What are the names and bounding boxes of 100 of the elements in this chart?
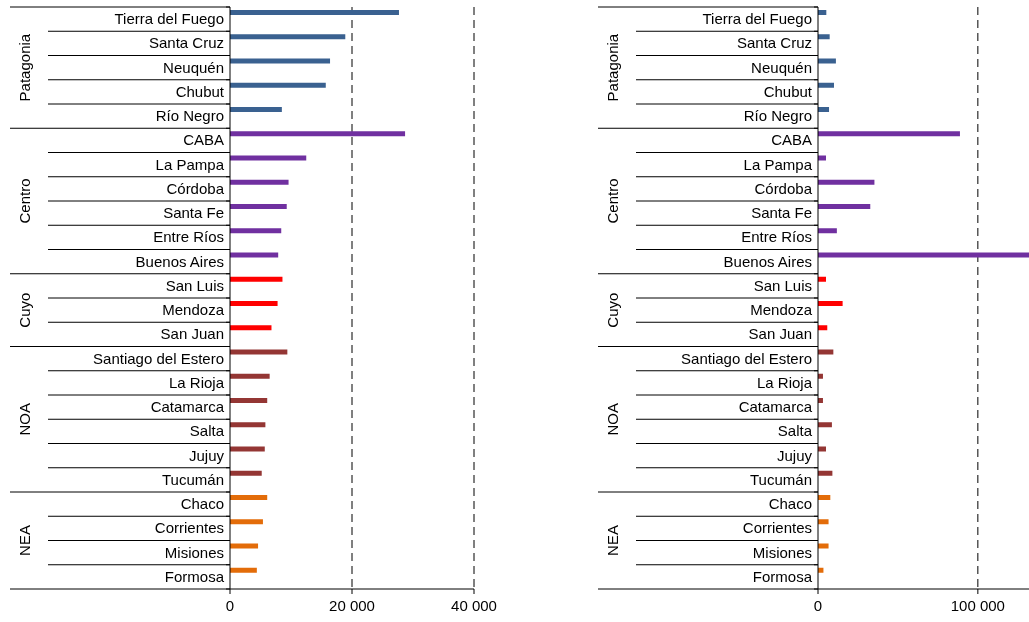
y-tick-label: Entre Ríos — [741, 228, 812, 246]
bar — [230, 107, 282, 112]
bar — [230, 446, 265, 452]
text: Centro — [16, 178, 33, 224]
y-tick-label: Entre Ríos — [153, 228, 224, 246]
y-tick-label: Corrientes — [742, 519, 812, 537]
bar — [230, 58, 331, 64]
y-tick-label: Santa Fe — [751, 204, 812, 222]
bar — [230, 398, 268, 403]
y-tick-label: Tucumán — [162, 470, 224, 488]
y-tick-label: Tierra del Fuego — [702, 10, 812, 28]
x-tick-label: 100 000 — [950, 597, 1005, 614]
bar — [818, 58, 836, 64]
y-tick-label: Chaco — [180, 495, 224, 513]
y-tick-label: Mendoza — [162, 301, 225, 319]
text: NEA — [604, 525, 621, 556]
bar — [818, 131, 960, 137]
text: Cuyo — [604, 292, 621, 328]
x-tick-label: 40 000 — [451, 597, 497, 614]
y-tick-label: Neuquén — [163, 58, 224, 76]
y-tick-label: Jujuy — [776, 446, 813, 464]
y-tick-label: Misiones — [752, 543, 812, 561]
y-tick-label: CABA — [771, 131, 812, 149]
text: Centro — [604, 178, 621, 224]
bar — [230, 301, 278, 306]
text: Patagonia — [16, 33, 33, 102]
bar — [230, 10, 399, 15]
y-tick-label: Salta — [777, 422, 813, 440]
bar — [230, 155, 307, 161]
y-tick-label: CABA — [183, 131, 224, 149]
y-tick-label: Córdoba — [166, 179, 225, 197]
bar — [818, 252, 1029, 258]
bar — [230, 228, 282, 234]
y-tick-label: San Luis — [165, 276, 224, 294]
y-tick-label: Misiones — [164, 543, 224, 561]
y-tick-label: Catamarca — [150, 398, 225, 416]
bar — [230, 179, 289, 185]
y-tick-label: Tucumán — [750, 470, 812, 488]
bar — [818, 204, 871, 209]
y-tick-label: Salta — [189, 422, 225, 440]
y-tick-label: Neuquén — [751, 58, 812, 76]
bar — [230, 349, 288, 355]
bar — [230, 34, 346, 40]
y-tick-label: San Luis — [753, 276, 812, 294]
bar — [230, 252, 279, 258]
text: Patagonia — [604, 33, 621, 102]
y-tick-label: Jujuy — [188, 446, 225, 464]
y-tick-label: La Rioja — [756, 373, 813, 391]
text: NOA — [16, 402, 33, 436]
bar — [230, 422, 266, 428]
bar — [818, 228, 837, 234]
y-tick-label: La Pampa — [155, 155, 225, 173]
y-tick-label: Río Negro — [743, 107, 812, 125]
bar — [818, 422, 832, 428]
y-tick-label: San Juan — [160, 325, 224, 343]
y-tick-label: Chubut — [763, 82, 813, 100]
bar — [818, 34, 830, 40]
bar — [230, 325, 272, 331]
bar — [818, 470, 833, 476]
y-tick-label: Córdoba — [754, 179, 813, 197]
bar — [818, 107, 830, 112]
y-tick-label: Chubut — [175, 82, 225, 100]
y-tick-label: Santa Cruz — [736, 34, 812, 52]
y-tick-label: Santa Fe — [163, 204, 224, 222]
bar — [230, 495, 268, 500]
bar — [230, 373, 270, 379]
y-tick-label: Tierra del Fuego — [114, 10, 224, 28]
y-tick-label: La Rioja — [168, 373, 225, 391]
y-tick-label: Formosa — [752, 567, 813, 585]
bar — [818, 349, 834, 355]
x-tick-label: 20 000 — [329, 597, 375, 614]
text: Cuyo — [16, 292, 33, 328]
bar — [230, 204, 287, 209]
bar — [818, 179, 875, 185]
x-tick-label: 0 — [225, 597, 235, 614]
x-tick-label: 0 — [813, 597, 823, 614]
bar — [230, 567, 257, 573]
y-tick-label: Chaco — [768, 495, 812, 513]
y-tick-label: Mendoza — [750, 301, 813, 319]
bar — [818, 543, 829, 549]
y-tick-label: Formosa — [164, 567, 225, 585]
bar — [230, 519, 263, 525]
y-tick-label: Santa Cruz — [148, 34, 224, 52]
bar — [818, 301, 843, 306]
y-tick-label: La Pampa — [743, 155, 813, 173]
bar — [818, 82, 834, 88]
y-tick-label: Santiago del Estero — [681, 349, 812, 367]
y-tick-label: San Juan — [748, 325, 812, 343]
bar — [230, 131, 406, 137]
y-tick-label: Santiago del Estero — [93, 349, 224, 367]
bar — [230, 276, 283, 282]
text: NOA — [604, 402, 621, 436]
y-tick-label: Catamarca — [738, 398, 813, 416]
bar — [230, 82, 326, 88]
y-tick-label: Corrientes — [154, 519, 224, 537]
bar — [230, 543, 259, 549]
y-tick-label: Río Negro — [155, 107, 224, 125]
y-tick-label: Buenos Aires — [135, 252, 224, 270]
bar — [818, 519, 829, 525]
y-tick-label: Buenos Aires — [723, 252, 812, 270]
